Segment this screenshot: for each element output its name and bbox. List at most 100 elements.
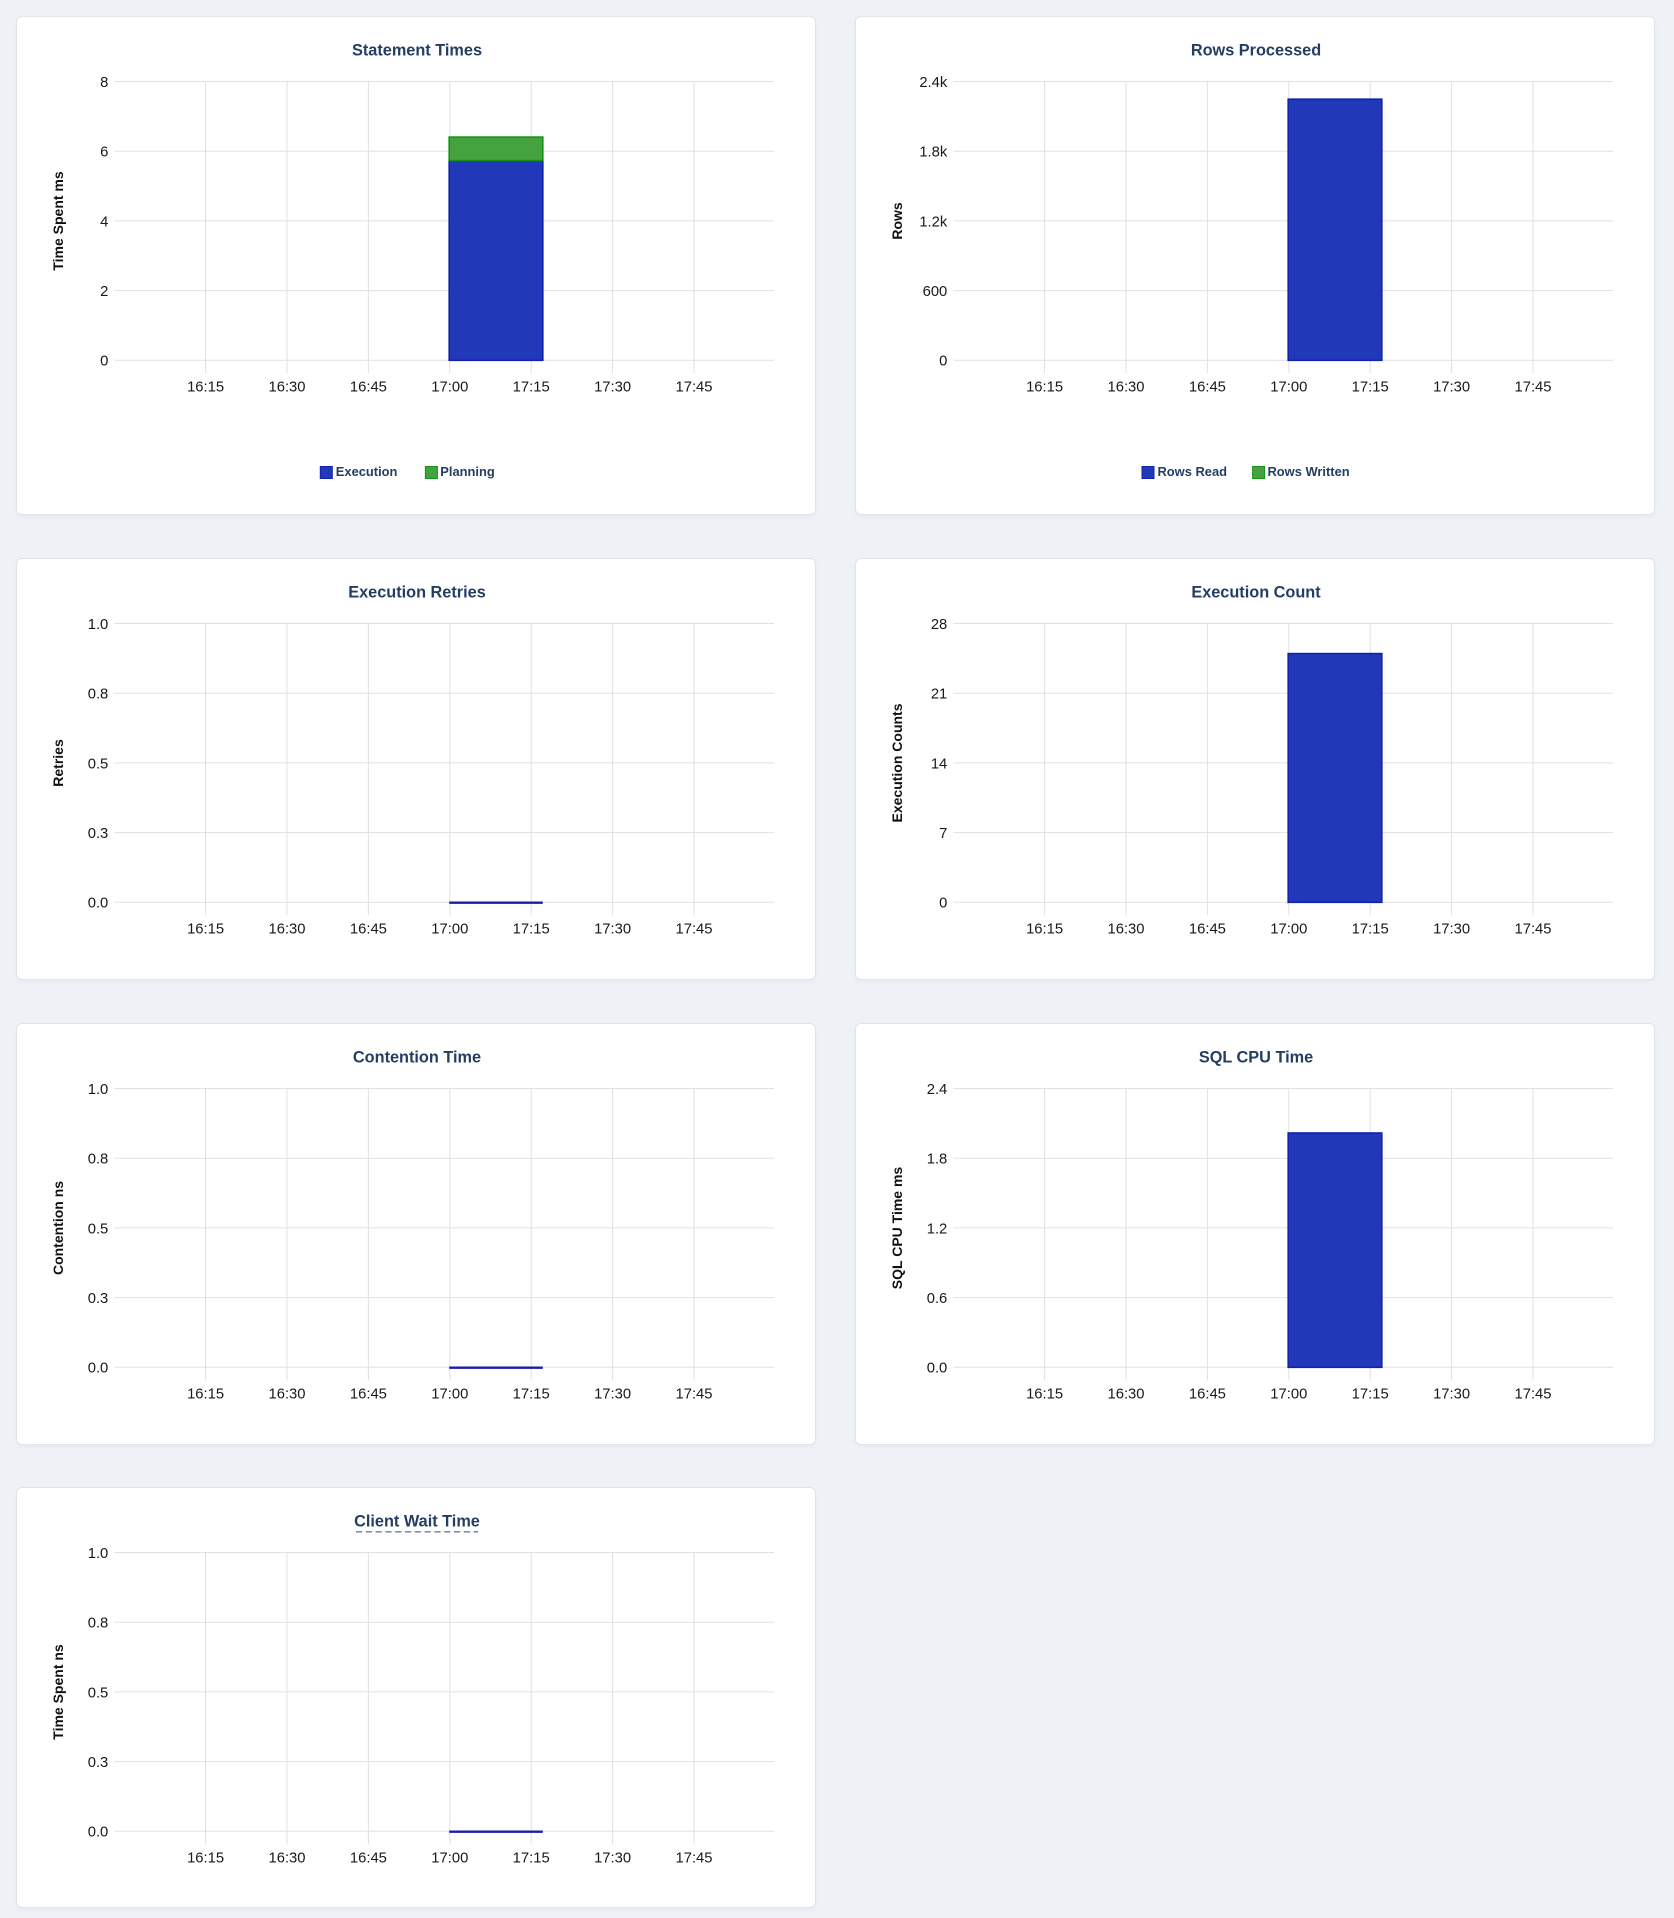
svg-text:8: 8 — [100, 75, 108, 91]
svg-text:16:15: 16:15 — [187, 1386, 224, 1402]
svg-text:17:00: 17:00 — [1270, 921, 1307, 937]
svg-text:17:15: 17:15 — [513, 1386, 550, 1402]
svg-text:16:30: 16:30 — [1107, 921, 1144, 937]
svg-text:17:30: 17:30 — [594, 921, 631, 937]
svg-text:17:00: 17:00 — [431, 379, 468, 395]
svg-text:Contention ns: Contention ns — [50, 1181, 66, 1275]
svg-text:7: 7 — [939, 826, 947, 842]
svg-text:0: 0 — [939, 896, 947, 912]
svg-text:0.8: 0.8 — [88, 1616, 109, 1632]
svg-text:Statement Times: Statement Times — [352, 41, 482, 59]
svg-text:17:15: 17:15 — [1352, 379, 1389, 395]
svg-text:16:30: 16:30 — [268, 921, 305, 937]
svg-text:16:30: 16:30 — [268, 1850, 305, 1866]
svg-text:Time Spent ms: Time Spent ms — [50, 171, 66, 271]
svg-text:1.8k: 1.8k — [919, 145, 948, 161]
svg-text:Time Spent ns: Time Spent ns — [50, 1644, 66, 1740]
svg-text:17:00: 17:00 — [1270, 1386, 1307, 1402]
svg-text:17:45: 17:45 — [1514, 921, 1551, 937]
svg-text:1.0: 1.0 — [88, 617, 109, 633]
svg-text:0.3: 0.3 — [88, 1291, 109, 1307]
svg-text:17:30: 17:30 — [594, 379, 631, 395]
svg-text:17:15: 17:15 — [1352, 921, 1389, 937]
svg-text:14: 14 — [931, 756, 947, 772]
svg-text:4: 4 — [100, 214, 108, 230]
svg-text:SQL CPU Time: SQL CPU Time — [1199, 1048, 1313, 1066]
svg-text:17:30: 17:30 — [594, 1386, 631, 1402]
svg-text:17:30: 17:30 — [1433, 921, 1470, 937]
svg-text:17:30: 17:30 — [1433, 379, 1470, 395]
svg-text:Retries: Retries — [50, 739, 66, 787]
svg-text:0.5: 0.5 — [88, 756, 109, 772]
svg-text:16:30: 16:30 — [268, 1386, 305, 1402]
svg-text:0.3: 0.3 — [88, 826, 109, 842]
svg-text:28: 28 — [931, 617, 947, 633]
svg-text:17:45: 17:45 — [1514, 379, 1551, 395]
svg-text:16:45: 16:45 — [350, 921, 387, 937]
svg-text:17:45: 17:45 — [675, 921, 712, 937]
svg-text:17:15: 17:15 — [513, 379, 550, 395]
svg-text:0.0: 0.0 — [88, 1825, 109, 1841]
svg-text:0.5: 0.5 — [88, 1685, 109, 1701]
svg-text:Rows: Rows — [889, 202, 905, 240]
svg-text:Execution Counts: Execution Counts — [889, 703, 905, 822]
svg-text:16:30: 16:30 — [268, 379, 305, 395]
svg-text:17:00: 17:00 — [431, 1386, 468, 1402]
svg-text:17:15: 17:15 — [513, 1850, 550, 1866]
svg-text:Planning: Planning — [440, 464, 495, 479]
svg-text:16:15: 16:15 — [1026, 1386, 1063, 1402]
svg-text:Client Wait Time: Client Wait Time — [354, 1512, 480, 1530]
svg-text:0.5: 0.5 — [88, 1221, 109, 1237]
svg-text:1.0: 1.0 — [88, 1546, 109, 1562]
svg-text:0: 0 — [100, 354, 108, 370]
svg-text:17:00: 17:00 — [1270, 379, 1307, 395]
svg-text:16:15: 16:15 — [187, 379, 224, 395]
svg-text:2.4: 2.4 — [927, 1082, 948, 1098]
svg-text:0.0: 0.0 — [88, 1361, 109, 1377]
svg-text:16:15: 16:15 — [187, 1850, 224, 1866]
svg-text:SQL CPU Time ms: SQL CPU Time ms — [889, 1167, 905, 1290]
svg-text:16:45: 16:45 — [1189, 1386, 1226, 1402]
svg-text:Execution Count: Execution Count — [1191, 583, 1321, 601]
svg-text:17:30: 17:30 — [594, 1850, 631, 1866]
svg-text:17:15: 17:15 — [1352, 1386, 1389, 1402]
svg-text:17:00: 17:00 — [431, 921, 468, 937]
svg-text:17:15: 17:15 — [513, 921, 550, 937]
svg-text:16:30: 16:30 — [1107, 379, 1144, 395]
svg-text:1.8: 1.8 — [927, 1152, 948, 1168]
svg-text:17:45: 17:45 — [675, 379, 712, 395]
svg-text:Contention Time: Contention Time — [353, 1048, 481, 1066]
svg-text:17:00: 17:00 — [431, 1850, 468, 1866]
svg-text:Execution Retries: Execution Retries — [348, 583, 486, 601]
svg-text:1.2k: 1.2k — [919, 214, 948, 230]
svg-text:16:45: 16:45 — [350, 379, 387, 395]
svg-text:16:15: 16:15 — [1026, 921, 1063, 937]
svg-text:16:45: 16:45 — [350, 1850, 387, 1866]
svg-text:16:30: 16:30 — [1107, 1386, 1144, 1402]
svg-text:16:45: 16:45 — [350, 1386, 387, 1402]
svg-text:Rows Read: Rows Read — [1158, 464, 1228, 479]
svg-text:600: 600 — [923, 284, 948, 300]
svg-text:16:45: 16:45 — [1189, 921, 1226, 937]
svg-text:2: 2 — [100, 284, 108, 300]
svg-text:6: 6 — [100, 145, 108, 161]
svg-text:Execution: Execution — [336, 464, 398, 479]
svg-text:17:45: 17:45 — [1514, 1386, 1551, 1402]
svg-text:0.0: 0.0 — [88, 896, 109, 912]
svg-text:16:45: 16:45 — [1189, 379, 1226, 395]
svg-text:16:15: 16:15 — [187, 921, 224, 937]
svg-text:Rows Processed: Rows Processed — [1191, 41, 1321, 59]
svg-text:0.8: 0.8 — [88, 1152, 109, 1168]
svg-text:0.0: 0.0 — [927, 1361, 948, 1377]
svg-text:17:45: 17:45 — [675, 1850, 712, 1866]
svg-text:0: 0 — [939, 354, 947, 370]
svg-text:16:15: 16:15 — [1026, 379, 1063, 395]
svg-text:0.3: 0.3 — [88, 1755, 109, 1771]
svg-text:Rows Written: Rows Written — [1268, 464, 1350, 479]
svg-text:17:30: 17:30 — [1433, 1386, 1470, 1402]
svg-text:0.8: 0.8 — [88, 687, 109, 703]
svg-text:17:45: 17:45 — [675, 1386, 712, 1402]
svg-text:1.2: 1.2 — [927, 1221, 948, 1237]
svg-text:21: 21 — [931, 687, 947, 703]
svg-text:2.4k: 2.4k — [919, 75, 948, 91]
